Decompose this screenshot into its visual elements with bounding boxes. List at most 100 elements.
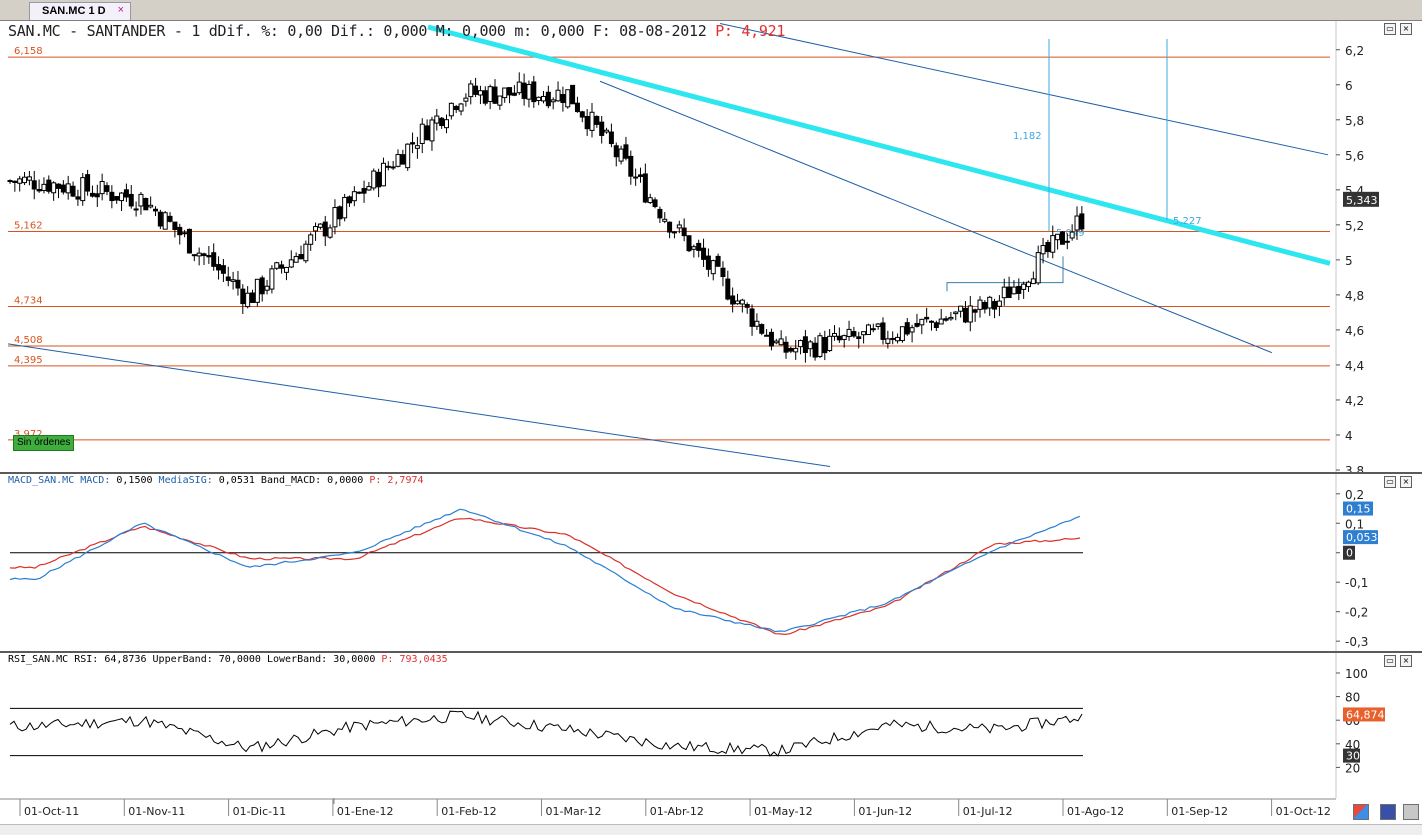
candle-down: [70, 185, 76, 197]
close-icon[interactable]: ×: [1400, 655, 1412, 667]
save-icon[interactable]: [1380, 804, 1396, 820]
x-tick-label: 01-Oct-11: [24, 805, 79, 818]
candle-down: [686, 235, 692, 252]
candle-up: [739, 299, 745, 305]
candle-up: [691, 246, 697, 250]
restore-icon[interactable]: ▭: [1384, 655, 1396, 667]
separator[interactable]: [0, 651, 1422, 653]
candle-up: [342, 196, 348, 219]
candle-down: [143, 197, 149, 211]
rsi-y-tick-label: 20: [1345, 761, 1360, 775]
chart-settings-icon[interactable]: [1353, 804, 1369, 820]
rsi-lower-badge-text: 30: [1346, 750, 1360, 763]
candle-down: [768, 331, 774, 347]
candle-down: [123, 189, 129, 198]
candle-down: [453, 105, 459, 111]
candle-down: [211, 252, 217, 267]
rsi-legend-name: RSI_SAN.MC RSI:: [8, 654, 99, 665]
support-level-label: 5,162: [14, 221, 43, 232]
candle-down: [89, 192, 95, 197]
candle-up: [1040, 245, 1046, 255]
entry-box: [946, 256, 1064, 292]
candle-up: [1055, 233, 1061, 241]
price-y-tick-label: 4,8: [1345, 289, 1364, 303]
close-tab-icon[interactable]: ×: [117, 4, 124, 16]
candle-up: [526, 84, 532, 100]
macd-sig-badge-text: 0,053: [1346, 531, 1378, 544]
price-y-tick-label: 4,4: [1345, 359, 1364, 373]
restore-icon[interactable]: ▭: [1384, 23, 1396, 35]
candle-down: [46, 179, 52, 192]
candle-up: [807, 341, 813, 350]
candle-up: [444, 119, 449, 129]
candle-down: [599, 121, 605, 136]
macd-value-badge: [1343, 501, 1373, 516]
candle-down: [531, 81, 537, 103]
close-icon[interactable]: ×: [1400, 23, 1412, 35]
candle-up: [754, 320, 760, 327]
horizontal-scrollbar[interactable]: [0, 824, 1422, 835]
rsi-y-tick-label: 80: [1345, 691, 1360, 705]
candle-up: [458, 103, 464, 112]
candle-up: [254, 278, 260, 303]
candle-up: [414, 145, 420, 149]
rsi-upper-name: UpperBand:: [152, 654, 213, 665]
candle-up: [541, 95, 546, 102]
candle-up: [953, 311, 959, 315]
candle-up: [1026, 281, 1031, 288]
candle-up: [448, 102, 454, 117]
candle-up: [1074, 215, 1080, 231]
candle-up: [17, 178, 23, 184]
price-chart[interactable]: 6,265,85,65,45,254,84,64,44,243,86,1585,…: [0, 21, 1422, 472]
candle-down: [259, 277, 265, 295]
x-tick-label: 01-Dic-11: [233, 805, 287, 818]
candle-down: [216, 264, 222, 271]
rsi-value-badge: [1343, 707, 1385, 722]
x-tick-label: 01-Ene-12: [337, 805, 394, 818]
candle-up: [778, 338, 784, 346]
candle-down: [225, 276, 231, 281]
tab-san-mc[interactable]: SAN.MC 1 D ×: [29, 2, 131, 20]
candle-down: [579, 111, 585, 118]
price-y-tick-label: 4,2: [1345, 394, 1364, 408]
tab-label: SAN.MC 1 D: [42, 5, 106, 17]
candle-up: [676, 224, 682, 229]
candle-down: [1059, 231, 1065, 245]
candle-up: [516, 81, 522, 94]
rsi-lower-badge: [1343, 748, 1360, 763]
toolbar-icons: [1353, 804, 1422, 820]
candle-down: [812, 342, 818, 358]
candle-down: [157, 211, 163, 227]
candle-up: [817, 335, 823, 357]
candle-up: [288, 259, 294, 268]
candle-up: [633, 176, 639, 179]
candle-up: [332, 207, 338, 228]
candle-down: [347, 196, 352, 204]
macd-zero-badge-text: 0: [1346, 547, 1353, 560]
candle-down: [783, 341, 789, 353]
candle-down: [1016, 285, 1022, 294]
print-icon[interactable]: [1403, 804, 1419, 820]
candle-down: [94, 193, 100, 198]
candle-down: [85, 174, 91, 192]
price-legend-price: P: 4,921: [715, 22, 786, 40]
candle-down: [764, 334, 770, 337]
candle-up: [274, 262, 280, 269]
candle-up: [65, 183, 71, 194]
close-icon[interactable]: ×: [1400, 476, 1412, 488]
x-tick-label: 01-Ago-12: [1067, 805, 1124, 818]
sin-ordenes-badge[interactable]: Sin órdenes: [13, 435, 75, 451]
candle-up: [502, 87, 508, 99]
separator[interactable]: [0, 472, 1422, 474]
macd-band-name: Band_MACD:: [260, 475, 322, 486]
support-level-label: 4,734: [14, 295, 43, 306]
rsi-upper-value: 70,0000: [218, 654, 261, 665]
price-y-tick-label: 5,2: [1345, 219, 1364, 233]
macd-p-value: P: 2,7974: [369, 475, 424, 486]
restore-icon[interactable]: ▭: [1384, 476, 1396, 488]
rsi-line: [9, 710, 1083, 757]
candle-up: [1021, 283, 1027, 290]
